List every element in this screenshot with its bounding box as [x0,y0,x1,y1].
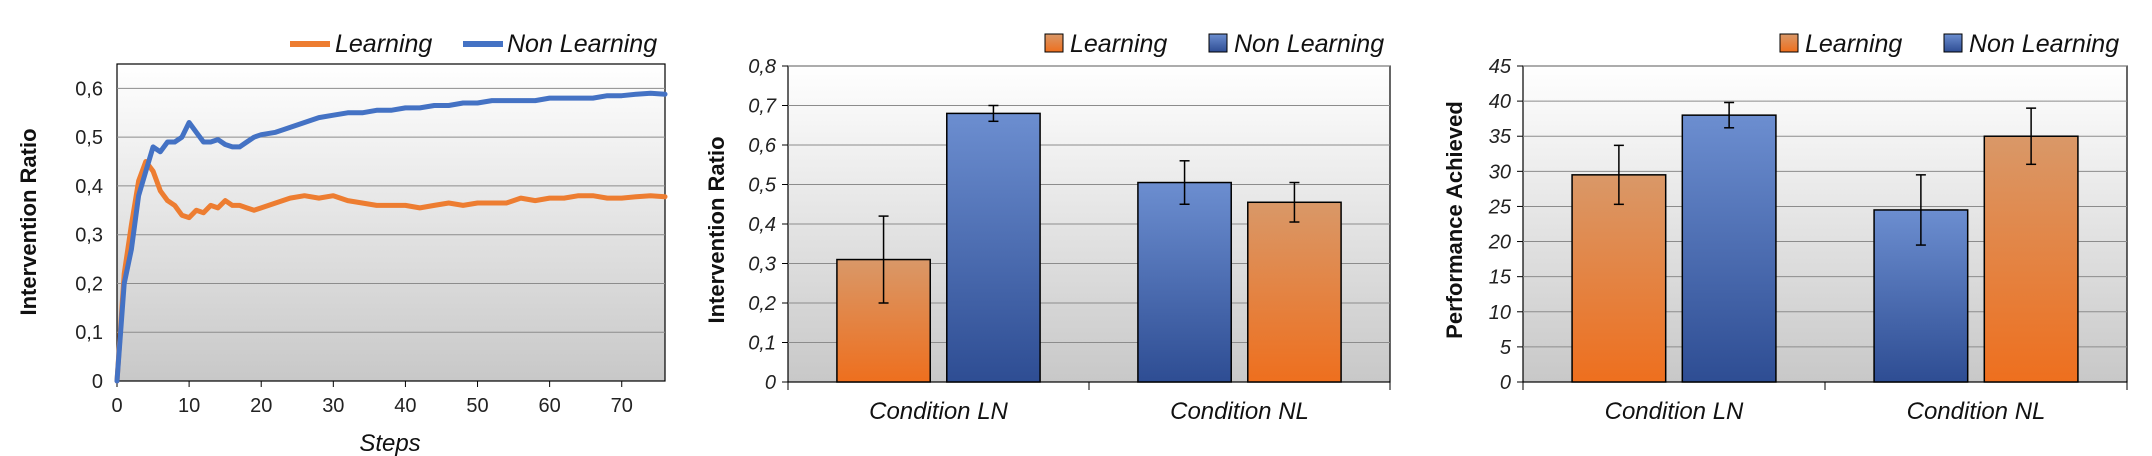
series-line-non-learning [114,90,668,384]
y-tick-label: 0,2 [75,273,103,295]
y-tick-label: 40 [1489,91,1511,113]
y-axis-title-3: Performance Achieved [1442,101,1467,339]
legend-non-learning-label: Non Learning [1969,30,2119,58]
y-tick-label: 30 [1489,161,1511,183]
x-tick-label: 30 [322,395,344,417]
category-label-condition-nl: Condition NL [1170,398,1309,425]
bar-learning-condition-nl [1247,201,1342,383]
x-tick-label: 10 [178,395,200,417]
y-axis-title-2: Intervention Ratio [704,136,729,323]
y-tick-label: 0,5 [75,127,103,149]
legend-learning-label: Learning [1070,30,1167,58]
category-labels-2: Condition LN Condition NL [787,382,1391,425]
x-tick-label: 20 [250,395,272,417]
y-tick-label: 0 [765,372,776,394]
y-tick-label: 0,4 [75,176,103,198]
legend-non-learning-label: Non Learning [507,30,657,58]
y-tick-label: 20 [1488,232,1511,254]
legend-learning-label: Learning [335,30,432,58]
legend-2: Learning Non Learning [1044,30,1384,58]
x-tick-label: 0 [111,395,122,417]
y-tick-label: 0,6 [75,78,103,100]
y-tick-label: 0,3 [75,225,103,247]
bar-non-learning-condition-ln [1681,114,1777,383]
bars-2 [836,104,1342,383]
legend-learning-swatch [1779,33,1799,53]
legend-non-learning-swatch [1943,33,1963,53]
y-tick-label: 0,7 [748,96,777,118]
series-lines-1 [114,90,668,384]
category-label-condition-nl: Condition NL [1907,398,2046,425]
y-tick-label: 10 [1489,302,1511,324]
y-tick-label: 0 [1500,372,1511,394]
x-tick-label: 70 [611,395,633,417]
y-tick-label: 0,6 [748,135,777,157]
y-tick-label: 0,2 [748,293,776,315]
y-tick-label: 5 [1500,337,1512,359]
y-tick-label: 25 [1488,196,1512,218]
legend-non-learning-label: Non Learning [1234,30,1384,58]
intervention-bar-panel: 00,10,20,30,40,50,60,70,8 Condition LN Co… [704,30,1391,425]
y-tick-label: 0,1 [748,333,776,355]
x-tick-label: 50 [466,395,488,417]
x-tick-labels-1: 0 10 20 30 40 50 60 70 [111,381,633,417]
legend-learning-swatch [1044,33,1064,53]
y-tick-label: 0,1 [75,322,103,344]
grid-lines-1 [117,87,665,333]
category-labels-3: Condition LN Condition NL [1522,382,2128,425]
y-tick-label: 0,4 [748,214,776,236]
line-chart-panel: 0 0,1 0,2 0,3 0,4 0,5 0,6 0 10 20 30 40 50 60 70 Inte… [16,30,668,456]
category-label-condition-ln: Condition LN [1605,398,1744,425]
y-tick-label: 45 [1489,56,1512,78]
y-tick-labels-3: 0 5 10 15 20 25 30 35 40 45 [1488,56,1523,394]
bar-learning-condition-nl [1983,135,2079,383]
x-tick-label: 60 [539,395,561,417]
y-tick-label: 15 [1489,267,1512,289]
legend-3: Learning Non Learning [1779,30,2119,58]
bar-non-learning-condition-ln [946,112,1041,383]
y-tick-label: 35 [1489,126,1512,148]
y-tick-label: 0 [92,371,103,393]
x-tick-label: 40 [394,395,416,417]
bar-non-learning-condition-nl [1137,181,1232,383]
bars-3 [1571,101,2079,383]
x-axis-title-1: Steps [359,430,420,456]
y-tick-label: 0,3 [748,254,776,276]
y-tick-label: 0,5 [748,175,777,197]
legend-learning-label: Learning [1805,30,1902,58]
y-axis-title-1: Intervention Ratio [16,128,41,315]
y-tick-label: 0,8 [748,56,776,78]
plot-area-1 [116,63,666,382]
y-tick-labels-2: 0 0,1 0,2 0,3 0,4 0,5 0,6 0,7 0,8 [748,56,788,394]
y-tick-labels-1: 0 0,1 0,2 0,3 0,4 0,5 0,6 [75,78,103,393]
legend-1: Learning Non Learning [290,30,657,58]
category-label-condition-ln: Condition LN [869,398,1008,425]
bar-learning-condition-ln [1571,174,1667,383]
legend-non-learning-swatch [1208,33,1228,53]
series-line-learning [114,159,668,384]
